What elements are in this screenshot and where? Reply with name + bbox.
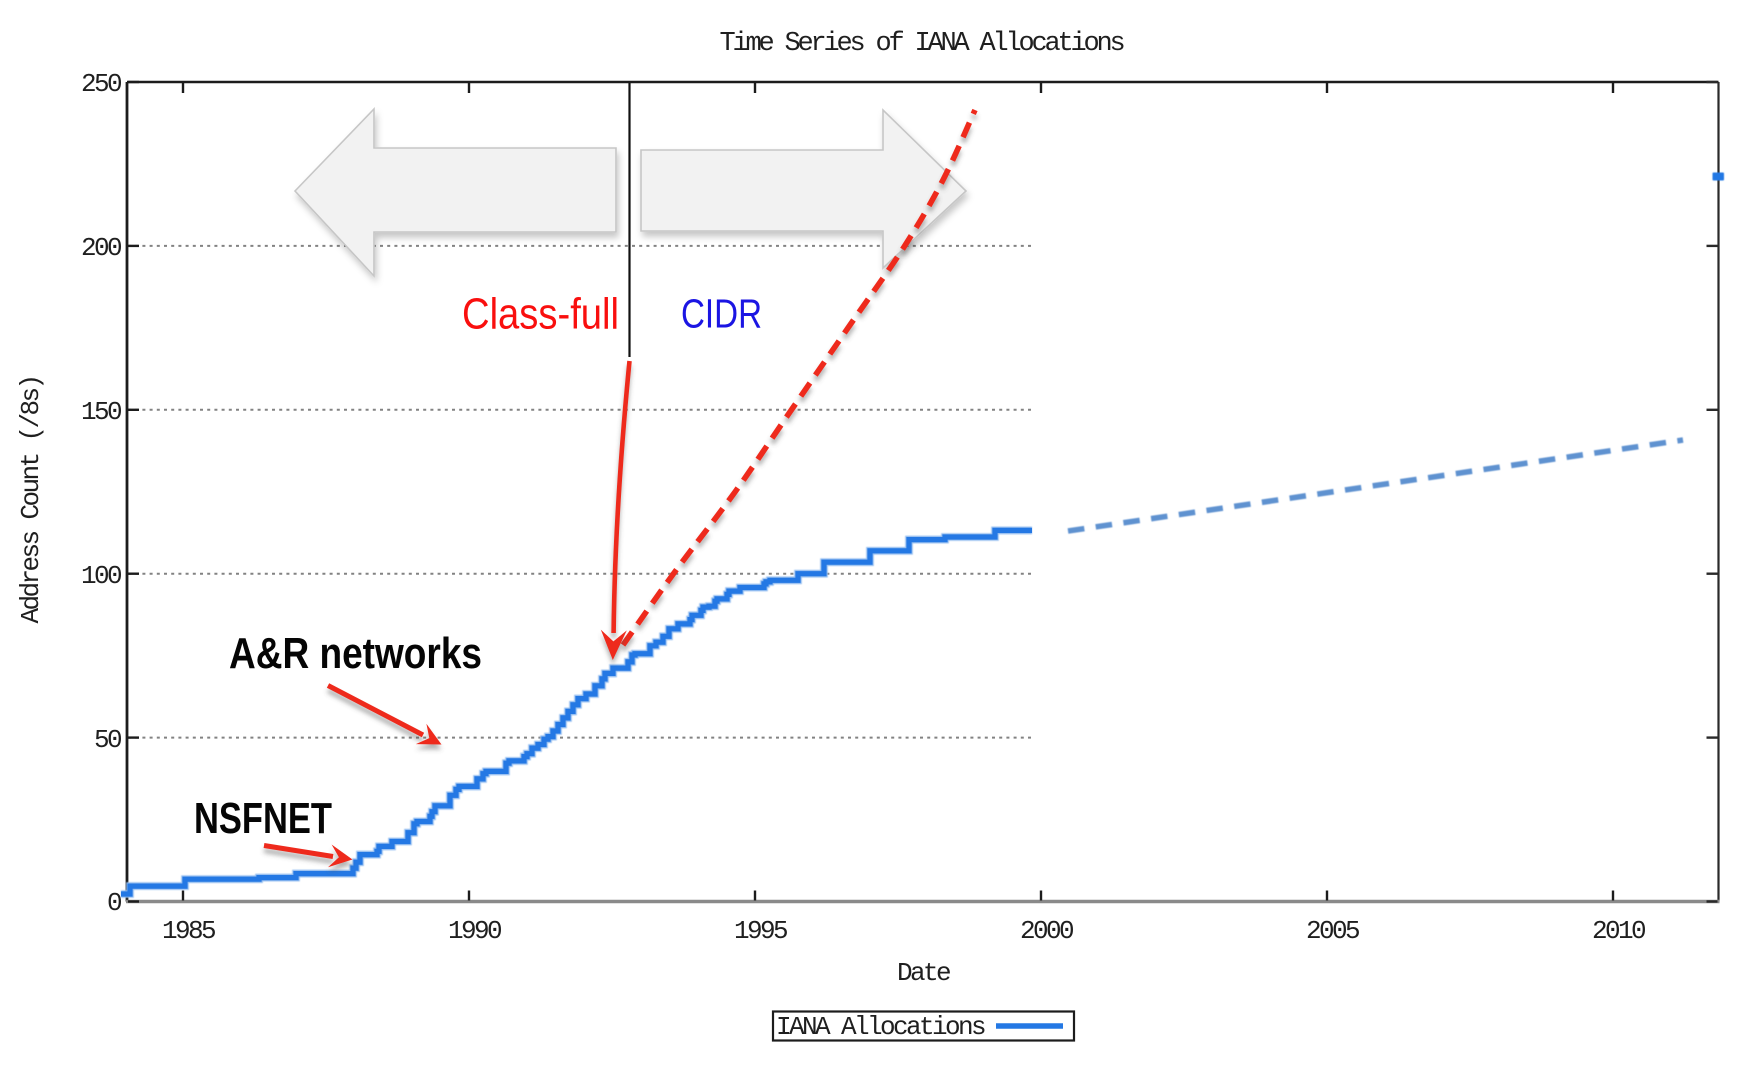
svg-text:150: 150 <box>81 397 121 427</box>
svg-text:IANA Allocations: IANA Allocations <box>776 1012 985 1042</box>
svg-text:2010: 2010 <box>1592 916 1645 946</box>
svg-text:1990: 1990 <box>448 916 501 946</box>
svg-text:2005: 2005 <box>1306 916 1359 946</box>
svg-text:A&R networks: A&R networks <box>229 629 482 678</box>
svg-text:Date: Date <box>897 958 950 988</box>
svg-text:Address Count (/8s): Address Count (/8s) <box>16 376 46 623</box>
svg-text:0: 0 <box>107 888 121 918</box>
svg-text:250: 250 <box>81 69 121 99</box>
svg-text:50: 50 <box>94 725 121 755</box>
svg-text:100: 100 <box>81 561 121 591</box>
svg-text:2000: 2000 <box>1020 916 1073 946</box>
svg-text:NSFNET: NSFNET <box>194 794 332 843</box>
svg-text:200: 200 <box>81 233 121 263</box>
svg-text:1995: 1995 <box>734 916 787 946</box>
svg-text:CIDR: CIDR <box>681 291 762 337</box>
svg-text:Class-full: Class-full <box>462 290 619 339</box>
svg-text:1985: 1985 <box>162 916 215 946</box>
svg-text:Time Series of IANA Allocation: Time Series of IANA Allocations <box>719 29 1123 59</box>
